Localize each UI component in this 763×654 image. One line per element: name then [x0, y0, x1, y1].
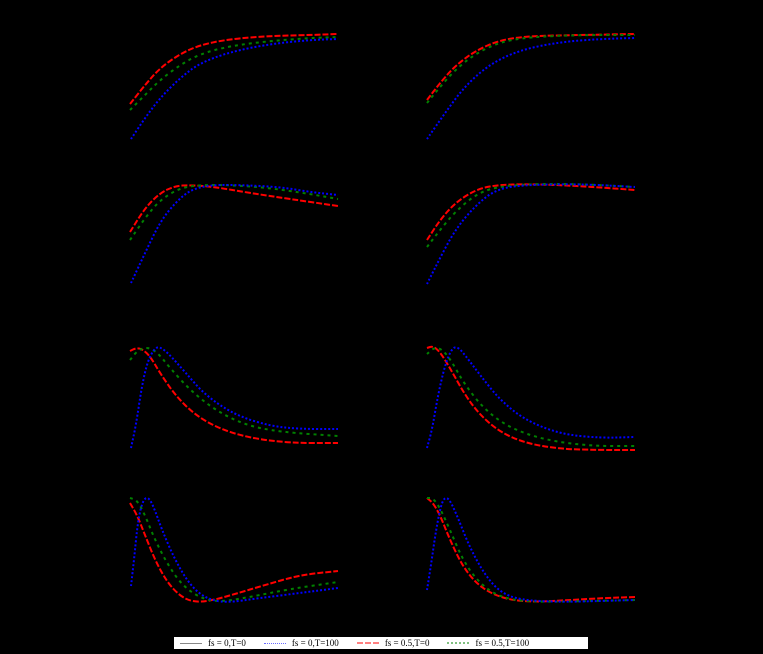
- curve-line: [426, 183, 636, 241]
- legend-swatch-dotted-green: [447, 642, 470, 644]
- curve-line: [426, 347, 635, 447]
- legend-swatch-solid: [180, 642, 202, 644]
- curve-line: [130, 497, 339, 603]
- curve-line: [426, 346, 636, 449]
- curve-line: [427, 497, 636, 603]
- panel-r3c2: [426, 345, 636, 451]
- curve-line: [129, 497, 339, 602]
- panel-r1c2: [426, 33, 636, 140]
- panel-r4c2: [426, 497, 636, 603]
- curve-line: [426, 345, 635, 451]
- curve-line: [130, 346, 338, 449]
- panel-r3c1: [129, 346, 339, 449]
- curve-line: [130, 38, 339, 140]
- panel-r1c1: [129, 33, 339, 140]
- curve-line: [426, 182, 636, 248]
- curve-line: [129, 347, 339, 437]
- curve-line: [426, 33, 636, 101]
- legend-item-fs05-t100: fs = 0.5,T=100: [447, 638, 529, 648]
- curve-line: [426, 497, 636, 603]
- curve-line: [129, 183, 339, 241]
- legend-item-fs0-t100: fs = 0,T=100: [263, 638, 339, 648]
- curve-line: [426, 34, 635, 104]
- legend-label: fs = 0,T=100: [291, 638, 339, 648]
- panel-r2c2: [426, 182, 636, 285]
- curve-line: [130, 183, 339, 284]
- curve-line: [426, 37, 636, 140]
- curve-line: [129, 33, 339, 105]
- curve-line: [426, 497, 636, 603]
- curve-line: [426, 183, 636, 285]
- legend-label: fs = 0.5,T=0: [384, 638, 430, 648]
- legend-label: fs = 0.5,T=100: [475, 638, 530, 648]
- chart-legend: fs = 0,T=0 fs = 0,T=100 fs = 0.5,T=0 fs …: [173, 636, 589, 650]
- panel-r4c1: [129, 497, 339, 603]
- curve-line: [129, 36, 339, 111]
- legend-swatch-dashed-red: [356, 642, 379, 644]
- legend-swatch-dotted-blue: [263, 642, 286, 644]
- legend-label: fs = 0,T=0: [208, 638, 246, 648]
- legend-item-fs0-t0: fs = 0,T=0: [180, 638, 246, 648]
- panel-r2c1: [129, 183, 339, 284]
- curve-line: [129, 184, 339, 233]
- curve-line: [129, 347, 338, 444]
- curve-line: [129, 502, 339, 603]
- legend-item-fs05-t0: fs = 0.5,T=0: [356, 638, 430, 648]
